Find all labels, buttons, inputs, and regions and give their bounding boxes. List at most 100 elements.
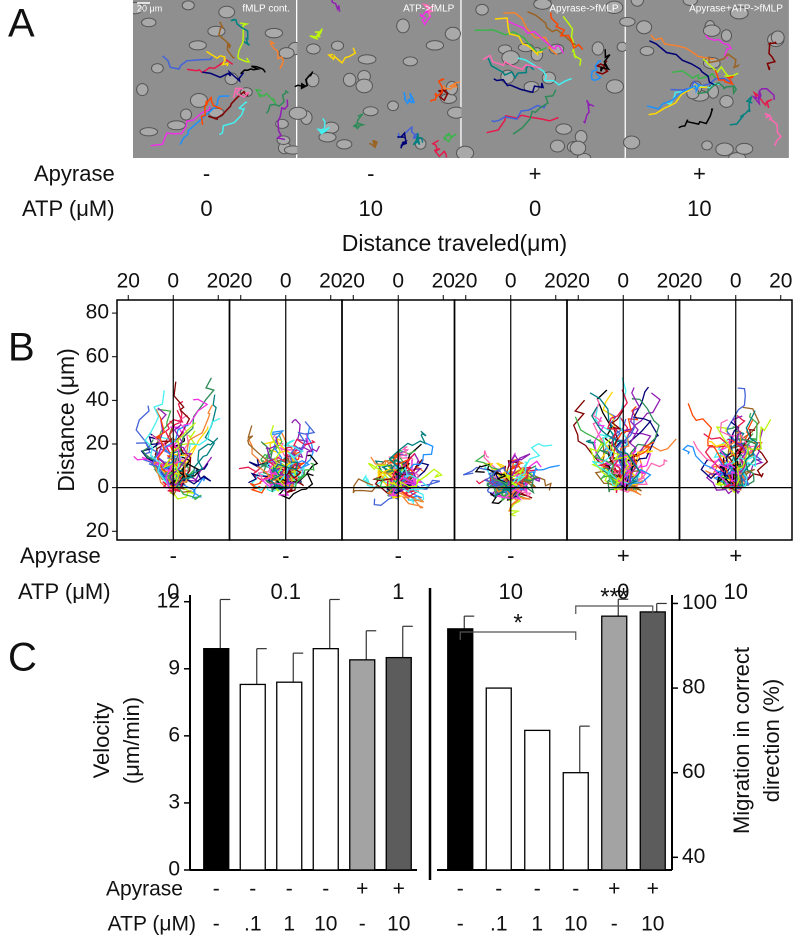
cell [605, 0, 624, 15]
cell [719, 95, 734, 108]
condition-value: - [213, 913, 220, 936]
condition-value: + [356, 878, 368, 901]
cell-track [600, 49, 611, 72]
cell [735, 142, 754, 155]
cell-track [582, 99, 595, 124]
significance-bracket [575, 605, 654, 614]
y-axis-label: Velocity [89, 703, 114, 779]
y-tick-label: 6 [168, 723, 180, 746]
cell-track [672, 70, 717, 80]
cell-track [505, 19, 565, 54]
y-tick-label: 60 [682, 760, 705, 783]
cell-track [517, 57, 572, 86]
condition-value: - [203, 161, 210, 186]
cell-track [412, 132, 424, 146]
cell-track [265, 436, 295, 488]
cell-track [704, 34, 733, 60]
x-tick-label: 20 [567, 270, 590, 293]
cell-track [562, 15, 582, 66]
x-tick-label: 0 [730, 270, 742, 293]
condition-value: - [249, 878, 256, 901]
cell-track [200, 95, 222, 125]
cell [278, 47, 295, 59]
track-plot [572, 377, 677, 496]
cell-track [751, 88, 775, 107]
condition-value: + [393, 878, 405, 901]
cell [342, 72, 357, 87]
cell-track [290, 462, 315, 490]
cell-track [388, 476, 424, 496]
x-tick-label: 0 [280, 270, 292, 293]
image-label: fMLP cont. [242, 4, 290, 15]
cell-track [202, 69, 245, 83]
cell-track [527, 11, 577, 46]
cell-track [173, 404, 213, 488]
cell-track [136, 442, 173, 486]
cell [702, 57, 721, 70]
cell-track [144, 390, 171, 487]
condition-value: + [647, 878, 659, 901]
condition-value: - [507, 543, 514, 568]
cell-track [352, 112, 366, 130]
cell-track [141, 439, 170, 483]
condition-value: 10 [564, 913, 587, 936]
cell-track [493, 78, 545, 94]
cell-track [737, 410, 759, 486]
cell-track [368, 139, 378, 149]
cell-track [687, 403, 740, 488]
y-tick-label: 40 [86, 388, 109, 411]
significance-label: *** [600, 583, 628, 610]
x-tick-label: 20 [544, 270, 567, 293]
cell [455, 145, 475, 158]
condition-value: 10 [314, 913, 337, 936]
cell [702, 24, 721, 37]
cell [357, 54, 377, 65]
cell-track [682, 444, 734, 486]
cell [150, 63, 164, 74]
cell-track [429, 78, 445, 103]
cell-track [728, 430, 745, 491]
condition-value: + [693, 161, 706, 186]
cell [318, 132, 337, 143]
y-tick-label: 20 [86, 432, 109, 455]
cell [639, 45, 655, 57]
y-tick-label: 9 [168, 656, 180, 679]
condition-value: 1 [531, 913, 543, 936]
track-plot [462, 442, 560, 517]
bar [524, 729, 551, 871]
cell [306, 43, 321, 55]
condition-label: Apyrase [106, 878, 183, 901]
x-tick-label: 20 [342, 270, 365, 293]
cell-track [278, 454, 319, 500]
cell [475, 3, 489, 16]
y-tick-label: 20 [86, 519, 109, 542]
cell-track [270, 461, 299, 491]
cell [555, 123, 573, 135]
condition-value: 1 [392, 579, 404, 604]
cell [569, 140, 587, 156]
panel-label: C [8, 636, 37, 680]
y-axis-label: (μm/min) [119, 697, 144, 784]
panel-label: A [8, 2, 35, 46]
cell-track [574, 416, 619, 488]
bar [447, 628, 474, 871]
cell-track [678, 108, 714, 129]
cell-track [591, 434, 628, 484]
cell-track [504, 467, 525, 488]
cell-track [240, 65, 266, 75]
cell-track [733, 418, 772, 490]
cell [630, 0, 645, 7]
cell-track [482, 54, 542, 71]
bar [349, 659, 376, 871]
cell-track [218, 21, 235, 59]
y-axis-label: Distance (μm) [53, 348, 79, 492]
y-tick-label: 40 [682, 845, 705, 868]
cell-track [269, 40, 285, 70]
cell-track [697, 81, 738, 96]
cell-track [168, 424, 193, 487]
cell-track [237, 22, 251, 63]
track-plot [352, 430, 443, 509]
x-tick-label: 20 [229, 270, 252, 293]
y-tick-label: 0 [97, 475, 109, 498]
condition-value: - [286, 878, 293, 901]
